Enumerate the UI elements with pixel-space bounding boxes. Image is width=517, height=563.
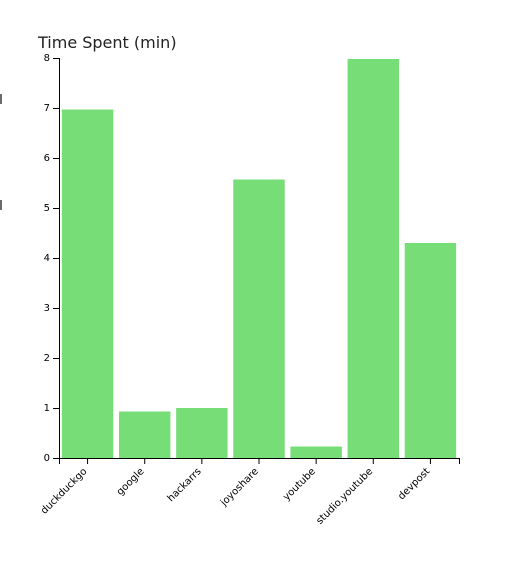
y-tick-label: 8 [44,53,50,64]
y-tick-label: 1 [44,403,50,414]
y-tick-label: 4 [44,253,50,264]
y-tick-label: 0 [44,453,50,464]
x-tick-label: youtube [281,466,318,503]
y-tick-label: 2 [44,353,50,364]
x-tick-label: duckduckgo [39,466,90,517]
bars-group [61,59,457,458]
y-tick-label: 5 [44,203,50,214]
x-tick-label: joyoshare [218,466,261,509]
bar-youtube [290,446,342,458]
x-axis: duckduckgo google hackarrs joyoshare youtube… [39,458,460,527]
x-tick-label: hackarrs [166,466,204,504]
y-axis: 0 1 2 3 4 5 6 7 8 [44,53,60,464]
chart-title: Time Spent (min) [37,33,177,52]
bar-devpost [404,243,457,458]
bar-google [119,411,171,458]
left-edge-mark [0,200,2,210]
y-tick-label: 6 [44,153,50,164]
bar-studio-youtube [347,59,399,458]
left-edge-mark [0,94,2,104]
x-tick-label: studio.youtube [314,466,375,527]
bar-joyoshare [233,179,285,458]
x-tick-label: google [115,466,147,498]
y-tick-label: 3 [44,303,50,314]
bar-duckduckgo [61,109,114,458]
x-tick-label: devpost [396,466,432,502]
y-tick-label: 7 [44,103,50,114]
bar-hackarrs [176,408,228,458]
